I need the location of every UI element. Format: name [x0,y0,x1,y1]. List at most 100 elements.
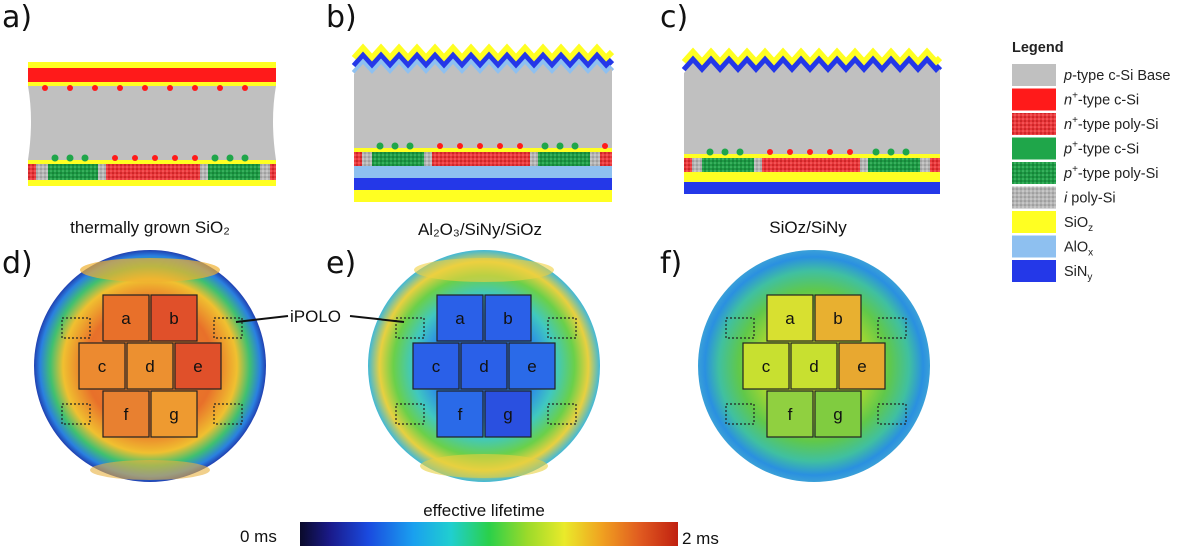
ipoly-c4 [920,158,930,172]
base-b [354,64,612,148]
solar-cell-e [838,342,886,390]
lifetime-map-f: a b c d e f g [698,250,930,482]
p-poly-a1 [48,164,98,180]
sio2-bottom2-a [28,180,276,186]
ipolo-region [395,403,425,425]
solar-cell-d [126,342,174,390]
solar-cell-label: b [503,309,512,328]
cross-section-c [681,47,943,194]
legend-item-label: AlOx [1064,240,1093,259]
ipoly-a1 [36,164,48,180]
sinx-zigzag-b [351,51,615,71]
ipolo-region [725,403,755,425]
panel-label-c: c) [660,0,689,35]
lifetime-map-d: a b c d e f g [34,250,266,482]
solar-cell-b [484,294,532,342]
sio2-b [354,148,612,152]
solar-cell-d [790,342,838,390]
ipolo-region [547,403,577,425]
legend-item-label: i poly-Si [1064,191,1116,207]
solar-cell-label: c [762,357,771,376]
p-poly-a2 [208,164,260,180]
solar-cell-a [102,294,150,342]
ipolo-region [877,403,907,425]
map-e-cells: a b c d e f g [395,294,577,438]
map-d-bottom-band [90,460,210,480]
ipolo-label: iPOLO [290,307,341,326]
solar-cell-label: e [193,357,202,376]
solar-cell-b [814,294,862,342]
solar-cell-label: e [527,357,536,376]
solar-cell-label: a [785,309,795,328]
solar-cell-label: a [121,309,131,328]
ipolo-region [547,317,577,339]
legend-item-label: p+-type poly-Si [1063,164,1159,182]
solar-cell-e [508,342,556,390]
solar-cell-d [460,342,508,390]
ipolo-region [213,403,243,425]
solar-cell-label: d [809,357,818,376]
sinx-zigzag-c [681,55,943,75]
colorbar [300,522,678,546]
colorbar-min-label: 0 ms [240,527,277,546]
ipolo-pointer-e [349,315,405,323]
legend-item-label: p-type c-Si Base [1063,68,1170,84]
ipolo-region [395,317,425,339]
solar-cell-g [150,390,198,438]
legend-swatch [1012,260,1056,282]
base-a [28,86,276,160]
legend-item-label: n+-type poly-Si [1064,115,1159,133]
solar-cell-f [436,390,484,438]
map-e-top-band [414,258,554,282]
ipoly-b3 [530,152,538,166]
legend-item-label: SiNy [1064,264,1092,283]
cross-section-b [351,43,615,202]
ipolo-pointer-d [235,315,289,323]
cross-section-a [28,62,276,186]
solar-cell-a [766,294,814,342]
p-poly-b2 [538,152,590,166]
solar-cell-a [436,294,484,342]
lifetime-map-e: a b c d e f g [368,250,600,482]
solar-cell-c [742,342,790,390]
legend-item-label: p+-type c-Si [1063,140,1139,158]
ipoly-c2 [754,158,762,172]
sinx-b [354,178,612,190]
legend-swatch [1012,64,1056,86]
solar-cell-g [484,390,532,438]
solar-cell-c [78,342,126,390]
solar-cell-label: b [833,309,842,328]
solar-cell-c [412,342,460,390]
alox-zigzag-b [351,58,615,78]
solar-cell-e [174,342,222,390]
sio2-bottom-a [28,160,276,164]
sioz-zigzag-c [681,47,943,67]
ipolo-region [61,317,91,339]
colorbar-title: effective lifetime [423,501,545,520]
solar-cell-label: a [455,309,465,328]
solar-cell-label: g [169,405,178,424]
ipoly-b4 [590,152,600,166]
legend-item-label: n+-type c-Si [1064,91,1139,109]
solar-cell-label: f [458,405,463,424]
sioz-b [354,190,612,202]
solar-cell-label: f [788,405,793,424]
ipoly-a4 [260,164,270,180]
solar-cell-label: d [145,357,154,376]
map-f-cells: a b c d e f g [725,294,907,438]
ipoly-b1 [362,152,372,166]
caption-c: SiOz/SiNy [769,218,847,237]
sio2-c [684,154,940,158]
solar-cell-label: f [124,405,129,424]
ipoly-a2 [98,164,106,180]
caption-b: Al₂O₃/SiNy/SiOz [417,220,543,239]
legend-title: Legend [1012,40,1064,56]
solar-cell-b [150,294,198,342]
colorbar-max-label: 2 ms [682,529,719,547]
legend-swatch [1012,211,1056,233]
ipoly-c1 [692,158,702,172]
solar-cell-label: g [833,405,842,424]
ipoly-b2 [424,152,432,166]
legend-swatch [1012,235,1056,258]
